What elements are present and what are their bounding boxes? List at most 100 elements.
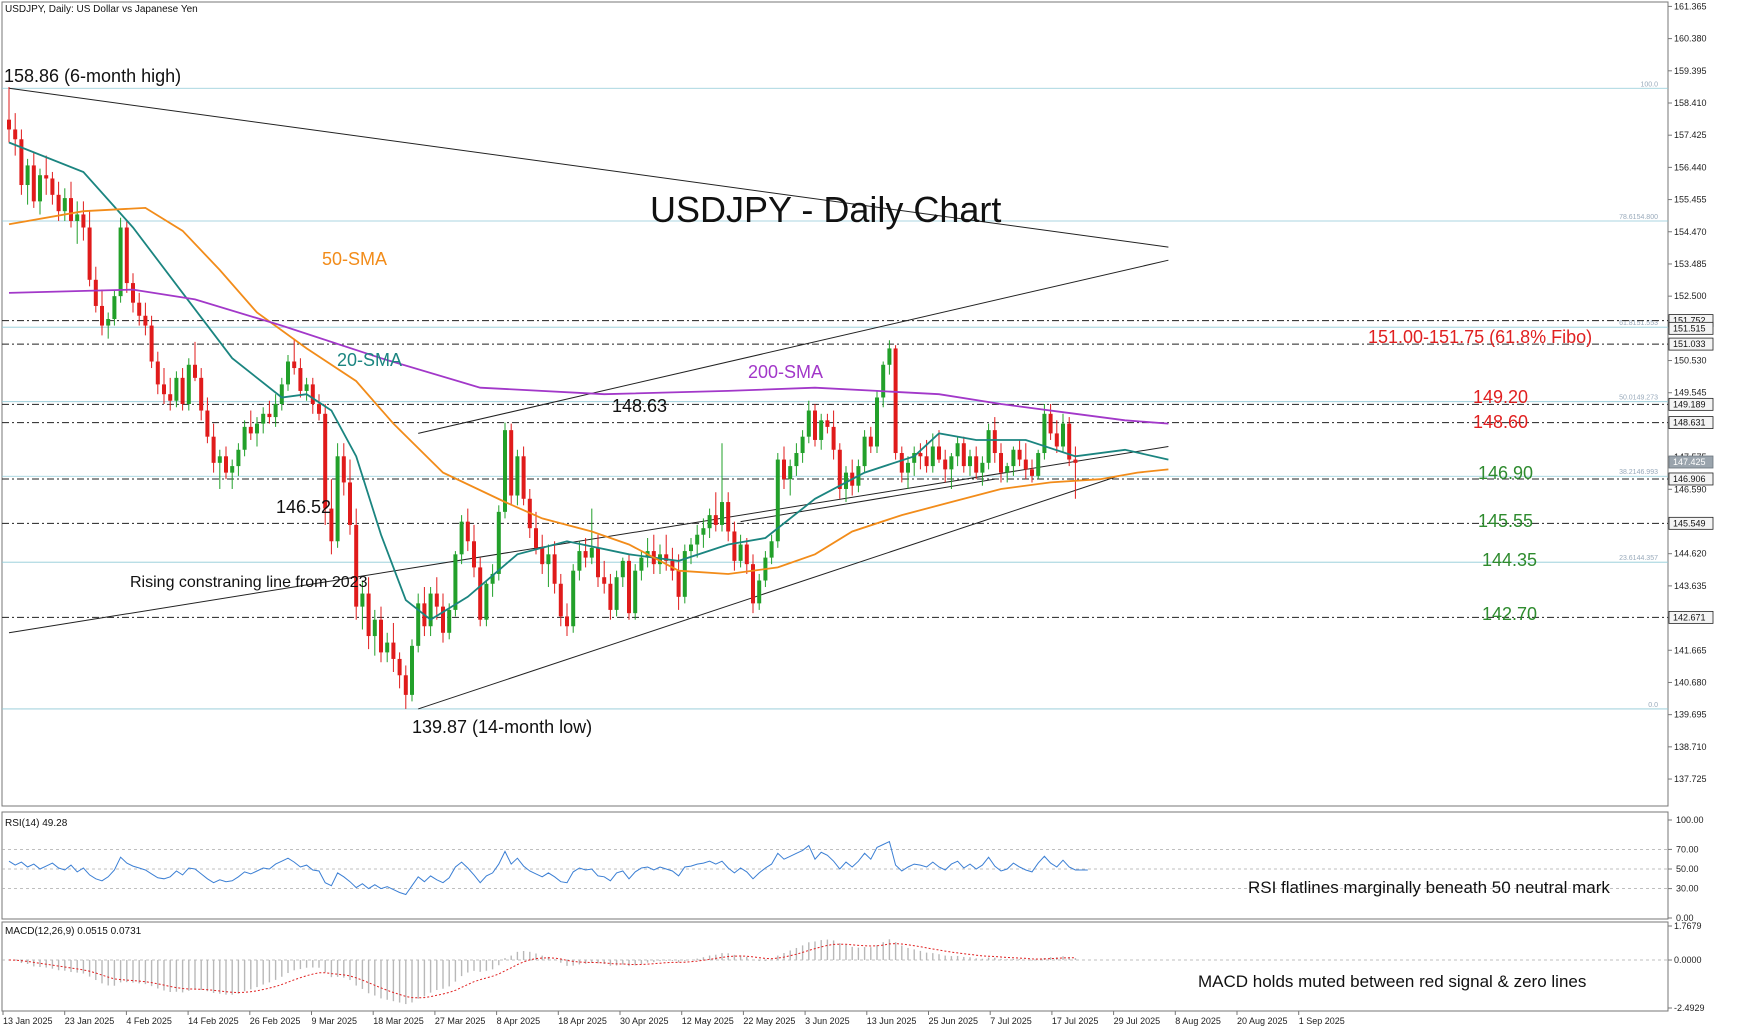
candle-body <box>800 436 805 454</box>
candle-body <box>286 361 290 385</box>
candle-body <box>720 502 724 525</box>
candle-body <box>329 508 334 542</box>
candle-body <box>143 315 148 326</box>
price-marker-box <box>1668 416 1714 429</box>
candle-body <box>310 384 315 404</box>
annotation-148-63: 148.63 <box>612 396 667 416</box>
candle-body <box>385 642 390 653</box>
candle-body <box>912 453 917 463</box>
candle-body <box>348 482 352 525</box>
candle-body <box>837 449 842 489</box>
candle-body <box>571 570 576 627</box>
date-tick-label: 25 Jun 2025 <box>929 1016 979 1026</box>
candle-body <box>118 227 123 297</box>
price-marker-box <box>1668 337 1714 351</box>
candle-body <box>744 544 749 565</box>
candle-body <box>199 377 204 411</box>
candle-body <box>242 426 247 450</box>
candle-body <box>670 560 675 571</box>
candle-body <box>769 541 774 558</box>
price-tick-label: 138.710 <box>1674 742 1707 752</box>
candle-body <box>633 570 638 614</box>
annotation-146-90: 146.90 <box>1478 463 1533 483</box>
price-tick-label: 137.725 <box>1674 774 1707 784</box>
candle-body <box>1048 413 1053 434</box>
date-tick-label: 14 Feb 2025 <box>188 1016 239 1026</box>
price-marker-label: 151.033 <box>1673 339 1706 349</box>
candle-body <box>186 364 191 404</box>
candle-body <box>416 603 421 646</box>
candle-body <box>831 426 836 450</box>
candle-body <box>676 570 681 597</box>
candle-body <box>162 384 166 395</box>
trend-line <box>418 475 1119 710</box>
candle-body <box>38 175 42 202</box>
fib-label: 38.2146.993 <box>1619 469 1658 476</box>
price-tick-label: 160.380 <box>1674 34 1707 44</box>
macd-tick-label: 0.0000 <box>1674 955 1702 965</box>
candle-body <box>980 462 985 473</box>
candle-body <box>732 531 737 561</box>
date-tick-label: 12 May 2025 <box>682 1016 734 1026</box>
candle-body <box>509 430 514 496</box>
price-tick-label: 158.410 <box>1674 98 1707 108</box>
date-tick-label: 18 Apr 2025 <box>558 1016 607 1026</box>
candle-body <box>738 544 743 561</box>
rsi-label: RSI(14) 49.28 <box>5 818 68 829</box>
candle-body <box>534 528 538 548</box>
price-tick-label: 159.395 <box>1674 66 1707 76</box>
candle-body <box>304 384 309 391</box>
candle-body <box>1042 413 1047 454</box>
annotation-145-55: 145.55 <box>1478 511 1533 531</box>
candle-body <box>968 456 972 467</box>
candle-body <box>1061 423 1065 447</box>
candle-body <box>707 515 712 529</box>
date-tick-label: 8 Apr 2025 <box>497 1016 541 1026</box>
candle-body <box>478 567 483 620</box>
annotation-148-60: 148.60 <box>1473 412 1528 432</box>
candle-body <box>131 283 135 303</box>
candle-body <box>434 593 439 607</box>
fib-label: 78.6154.800 <box>1619 214 1658 221</box>
price-marker-label: 148.631 <box>1673 418 1706 428</box>
price-marker-label: 145.549 <box>1673 518 1706 528</box>
price-marker-label: 149.189 <box>1673 399 1706 409</box>
candle-body <box>844 472 848 489</box>
candle-body <box>999 453 1003 473</box>
macd-tick-label: 1.7679 <box>1674 921 1702 931</box>
candle-body <box>341 456 346 483</box>
candle-body <box>862 436 867 467</box>
candle-body <box>521 456 526 499</box>
annotation-144-35: 144.35 <box>1482 550 1537 570</box>
candle-body <box>335 456 340 542</box>
candle-body <box>775 459 780 542</box>
candle-body <box>1023 459 1028 470</box>
trend-line <box>8 445 1169 634</box>
trend-line <box>8 87 1169 248</box>
date-tick-label: 9 Mar 2025 <box>312 1016 358 1026</box>
price-tick-label: 140.680 <box>1674 677 1707 687</box>
candle-body <box>261 413 266 424</box>
date-tick-label: 20 Aug 2025 <box>1237 1016 1288 1026</box>
annotation-146-52: 146.52 <box>276 497 331 517</box>
candle-body <box>7 119 11 130</box>
rsi-tick-label: 100.00 <box>1676 815 1704 825</box>
candle-body <box>465 521 470 542</box>
price-marker-label: 142.671 <box>1673 612 1706 622</box>
candle-body <box>906 462 910 473</box>
candle-body <box>174 377 179 401</box>
candle-body <box>558 583 563 617</box>
candle-body <box>230 466 235 473</box>
candle-body <box>372 619 377 637</box>
date-tick-label: 8 Aug 2025 <box>1175 1016 1221 1026</box>
annotation-149-20: 149.20 <box>1473 387 1528 407</box>
rsi-line <box>8 840 1088 896</box>
candle-body <box>193 364 197 378</box>
candle-body <box>899 453 904 473</box>
trend-line <box>740 478 995 523</box>
price-marker-box <box>1668 472 1714 486</box>
candle-body <box>689 544 693 552</box>
price-tick-label: 153.485 <box>1674 259 1707 269</box>
candle-body <box>205 410 210 437</box>
candle-body <box>447 609 452 633</box>
